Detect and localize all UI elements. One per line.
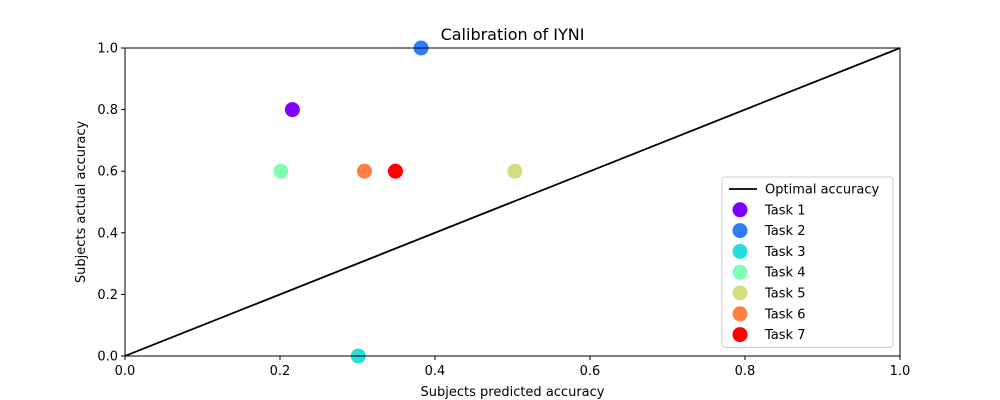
- x-axis: 0.0 0.2 0.4 0.6 0.8 1.0: [115, 356, 911, 379]
- legend-label: Task 1: [764, 203, 805, 218]
- y-tick-label: 0.4: [97, 226, 118, 241]
- legend-label: Task 2: [764, 224, 805, 239]
- plot-frame: [124, 47, 901, 357]
- legend-marker-task-1: [732, 202, 748, 218]
- y-tick-label: 0.8: [97, 103, 118, 118]
- x-tick-label: 0.4: [425, 364, 446, 379]
- y-axis-label: Subjects actual accuracy: [74, 121, 89, 284]
- x-axis-label: Subjects predicted accuracy: [421, 385, 605, 400]
- y-tick-label: 0.6: [97, 165, 118, 180]
- legend: Optimal accuracy Task 1 Task 2 Task 3 Task 4…: [721, 176, 894, 348]
- chart-title: Calibration of IYNI: [441, 25, 585, 44]
- x-tick-label: 0.0: [115, 364, 136, 379]
- y-tick-label: 0.2: [97, 288, 118, 303]
- legend-marker-task-4: [732, 264, 748, 280]
- optimal-accuracy-line: [124, 47, 901, 357]
- legend-label: Task 7: [764, 328, 805, 343]
- x-tick-label: 0.8: [735, 364, 756, 379]
- legend-label: Task 3: [764, 245, 805, 260]
- legend-label: Optimal accuracy: [765, 183, 880, 198]
- legend-label: Task 5: [764, 287, 805, 302]
- legend-marker-task-6: [732, 306, 748, 322]
- y-tick-label: 0.0: [97, 350, 118, 365]
- x-tick-label: 0.2: [270, 364, 291, 379]
- legend-label: Task 6: [764, 307, 805, 322]
- scatter-point-task-6: [356, 163, 372, 179]
- scatter-point-task-7: [387, 163, 403, 179]
- y-axis: 0.0 0.2 0.4 0.6 0.8 1.0: [97, 42, 125, 365]
- legend-marker-task-7: [732, 327, 748, 343]
- legend-box: [721, 176, 894, 348]
- scatter-point-task-4: [273, 163, 289, 179]
- scatter-point-task-1: [284, 102, 300, 118]
- x-tick-label: 0.6: [580, 364, 601, 379]
- scatter-point-task-5: [507, 163, 523, 179]
- legend-marker-task-2: [732, 223, 748, 239]
- legend-marker-task-5: [732, 285, 748, 301]
- legend-marker-task-3: [732, 243, 748, 259]
- legend-label: Task 4: [764, 266, 805, 281]
- y-tick-label: 1.0: [97, 42, 118, 57]
- x-tick-label: 1.0: [890, 364, 911, 379]
